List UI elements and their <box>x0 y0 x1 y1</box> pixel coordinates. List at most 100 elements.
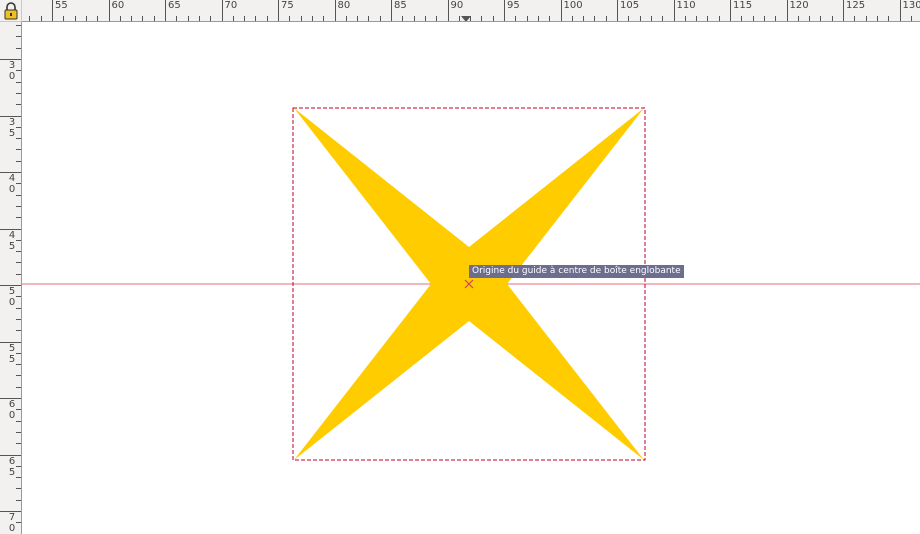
ruler-label: 5 <box>8 240 16 252</box>
ruler-minor-tick <box>255 16 257 21</box>
ruler-major-tick <box>0 398 21 399</box>
ruler-label: 120 <box>789 0 809 11</box>
ruler-minor-tick <box>402 16 404 21</box>
ruler-minor-tick <box>16 194 21 196</box>
ruler-minor-tick <box>605 16 607 21</box>
ruler-major-tick <box>447 0 449 21</box>
ruler-major-tick <box>843 0 844 21</box>
ruler-minor-tick <box>29 16 31 21</box>
ruler-minor-tick <box>16 138 21 140</box>
ruler-minor-tick <box>707 16 709 21</box>
ruler-minor-tick <box>16 251 21 253</box>
ruler-label: 5 <box>8 127 16 139</box>
ruler-minor-tick <box>16 183 21 185</box>
ruler-minor-tick <box>119 16 121 21</box>
ruler-minor-tick <box>16 386 21 388</box>
ruler-minor-tick <box>718 16 720 21</box>
ruler-major-tick <box>0 172 21 173</box>
ruler-major-tick <box>0 228 21 230</box>
ruler-minor-tick <box>300 16 302 21</box>
ruler-minor-tick <box>515 16 517 21</box>
ruler-label: 75 <box>281 0 294 11</box>
ruler-minor-tick <box>16 205 21 207</box>
ruler-major-tick <box>334 0 336 21</box>
ruler-minor-tick <box>40 16 42 21</box>
ruler-minor-tick <box>470 16 472 21</box>
ruler-corner[interactable] <box>0 0 22 22</box>
ruler-minor-tick <box>16 431 21 433</box>
ruler-minor-tick <box>594 16 596 21</box>
ruler-minor-tick <box>16 318 21 320</box>
ruler-major-tick <box>278 0 279 21</box>
ruler-major-tick <box>504 0 505 21</box>
ruler-minor-tick <box>639 16 641 21</box>
ruler-major-tick <box>560 0 562 21</box>
ruler-major-tick <box>899 0 901 21</box>
ruler-minor-tick <box>854 16 856 21</box>
ruler-label: 5 <box>8 466 16 478</box>
ruler-minor-tick <box>741 16 743 21</box>
ruler-label: 5 <box>8 353 16 365</box>
ruler-minor-tick <box>16 409 21 411</box>
ruler-minor-tick <box>16 465 21 467</box>
drawing-canvas[interactable] <box>22 22 920 534</box>
ruler-minor-tick <box>63 16 65 21</box>
ruler-minor-tick <box>549 16 551 21</box>
ruler-minor-tick <box>436 16 438 21</box>
ruler-label: 0 <box>8 523 16 534</box>
ruler-label: 3 <box>8 116 16 128</box>
ruler-minor-tick <box>16 488 21 490</box>
ruler-minor-tick <box>16 217 21 219</box>
ruler-minor-tick <box>650 16 652 21</box>
center-cross-icon[interactable] <box>464 279 474 289</box>
ruler-minor-tick <box>16 262 21 264</box>
ruler-minor-tick <box>16 36 21 38</box>
ruler-label: 130 <box>902 0 920 11</box>
ruler-minor-tick <box>16 160 21 162</box>
ruler-label: 70 <box>224 0 238 11</box>
ruler-minor-tick <box>413 16 415 21</box>
ruler-minor-tick <box>97 16 99 21</box>
triangle-marker-icon <box>461 16 471 21</box>
ruler-minor-tick <box>311 16 313 21</box>
ruler-minor-tick <box>797 16 799 21</box>
ruler-label: 80 <box>337 0 351 11</box>
ruler-minor-tick <box>232 16 234 21</box>
ruler-minor-tick <box>526 16 528 21</box>
ruler-label: 85 <box>394 0 407 11</box>
ruler-minor-tick <box>16 149 21 151</box>
ruler-label: 0 <box>8 297 16 308</box>
ruler-label: 0 <box>8 184 16 195</box>
bounding-box <box>292 107 646 461</box>
guide-tooltip: Origine du guide à centre de boîte englo… <box>469 265 684 278</box>
ruler-major-tick <box>673 0 675 21</box>
ruler-minor-tick <box>16 375 21 377</box>
ruler-minor-tick <box>16 239 21 241</box>
ruler-minor-tick <box>16 330 21 332</box>
ruler-minor-tick <box>323 16 325 21</box>
ruler-minor-tick <box>16 477 21 479</box>
ruler-label: 7 <box>8 512 16 523</box>
ruler-minor-tick <box>16 307 21 309</box>
ruler-label: 4 <box>8 173 16 184</box>
ruler-minor-tick <box>142 16 144 21</box>
ruler-minor-tick <box>16 522 21 524</box>
horizontal-ruler[interactable]: 55 60 65 70 75 80 85 90 95 100 105 110 115 120 125 130 <box>22 0 920 22</box>
ruler-label: 95 <box>507 0 520 11</box>
ruler-label: 4 <box>8 229 16 241</box>
padlock-icon[interactable] <box>3 2 19 20</box>
ruler-minor-tick <box>628 16 630 21</box>
ruler-minor-tick <box>16 92 21 94</box>
ruler-minor-tick <box>289 16 291 21</box>
ruler-minor-tick <box>16 499 21 501</box>
ruler-minor-tick <box>492 16 494 21</box>
ruler-label: 6 <box>8 455 16 467</box>
ruler-minor-tick <box>16 443 21 445</box>
ruler-major-tick <box>0 511 21 512</box>
ruler-minor-tick <box>16 296 21 298</box>
ruler-minor-tick <box>481 16 483 21</box>
ruler-minor-tick <box>244 16 246 21</box>
ruler-major-tick <box>0 285 21 286</box>
ruler-minor-tick <box>176 16 178 21</box>
